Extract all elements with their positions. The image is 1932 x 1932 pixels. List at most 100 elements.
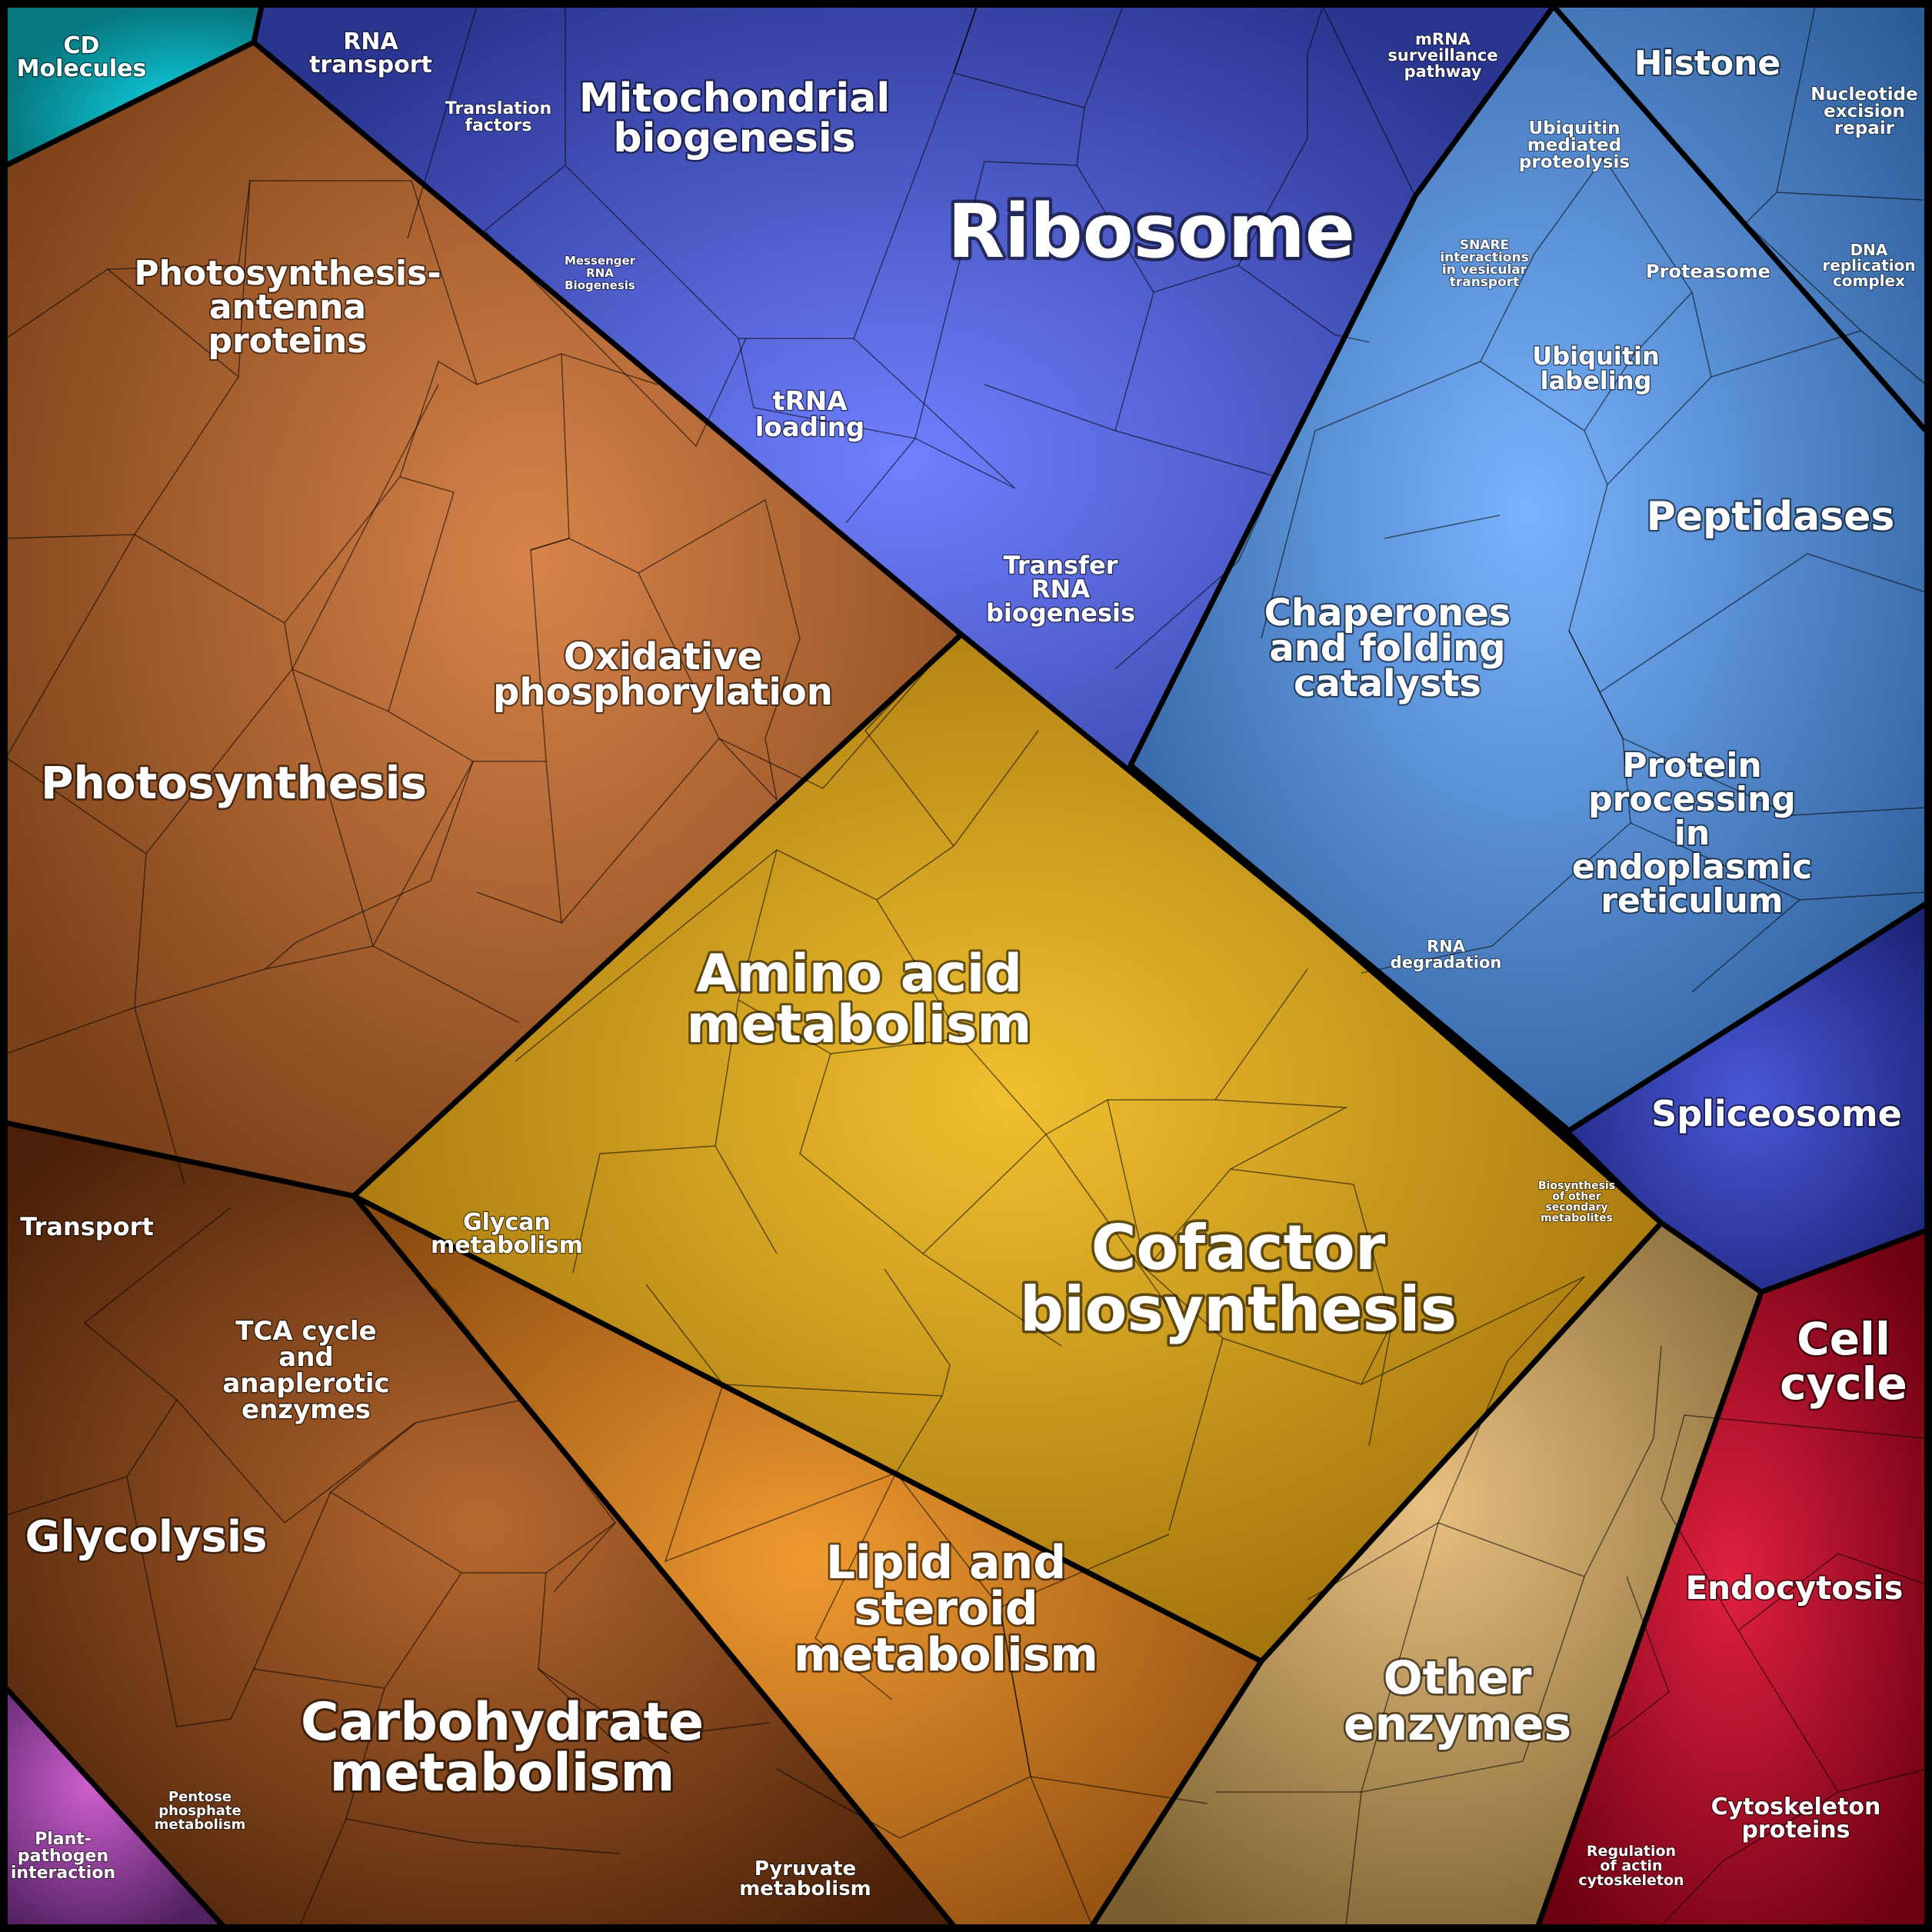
label-spliceosome[interactable]: Spliceosome <box>1650 1091 1904 1135</box>
mrna-surveillance-line-1: mRNA <box>1415 30 1471 48</box>
protein-processing-er-line-5: reticulum <box>1601 881 1783 921</box>
ubiquitin-mediated-proteolysis-line-2: mediated <box>1527 135 1622 155</box>
label-peptidases[interactable]: Peptidases <box>1644 492 1896 542</box>
cd-molecules-line-1: CD <box>64 32 100 59</box>
label-photosynthesis-antenna[interactable]: Photosynthesis-antenna proteins <box>132 252 442 362</box>
label-plant-pathogen[interactable]: Plant-pathogen interaction <box>10 1829 116 1884</box>
endocytosis-line-1: Endocytosis <box>1685 1569 1903 1607</box>
cytoskeleton-proteins-line-2: proteins <box>1741 1817 1850 1844</box>
label-carbohydrate-metabolism[interactable]: Carbohydrate metabolism <box>298 1689 706 1805</box>
spliceosome-line-1: Spliceosome <box>1651 1093 1902 1134</box>
transfer-rna-biogenesis-line-1: Transfer <box>1004 551 1118 580</box>
oxidative-phosphorylation-line-1: Oxidative <box>564 635 762 678</box>
snare-interactions-line-3: in vesicular <box>1442 262 1527 278</box>
dna-replication-complex-line-1: DNA <box>1850 241 1888 259</box>
regulation-actin-line-2: of actin <box>1600 1857 1662 1874</box>
label-dna-replication-complex[interactable]: DNA replication complex <box>1821 240 1916 291</box>
tca-cycle-line-3: anaplerotic <box>222 1368 389 1399</box>
label-other-enzymes[interactable]: Other enzymes <box>1341 1649 1574 1753</box>
label-protein-processing-er[interactable]: Protein processing in endoplasmic reticulum <box>1571 744 1814 922</box>
translation-factors-line-2: factors <box>465 116 531 135</box>
label-ribosome[interactable]: Ribosome <box>944 185 1358 278</box>
biosynthesis-secondary-line-2: of other <box>1552 1191 1601 1203</box>
mrna-surveillance-line-3: pathway <box>1404 62 1482 81</box>
cofactor-biosynthesis-line-1: Cofactor <box>1091 1212 1386 1284</box>
trna-loading-line-1: tRNA <box>772 386 848 417</box>
label-pentose-phosphate[interactable]: Pentose phosphate metabolism <box>154 1788 247 1834</box>
chaperones-line-2: and folding <box>1269 627 1505 670</box>
label-ubiquitin-labeling[interactable]: Ubiquitin labeling <box>1531 341 1661 397</box>
label-cofactor-biosynthesis[interactable]: Cofactor biosynthesis <box>1017 1209 1460 1347</box>
regulation-actin-line-3: cytoskeleton <box>1578 1872 1684 1889</box>
trna-loading-line-2: loading <box>755 412 865 443</box>
label-histone[interactable]: Histone <box>1633 42 1782 85</box>
labels: CD Molecules RNA transport Translation fact… <box>10 27 1919 1901</box>
cytoskeleton-proteins-line-1: Cytoskeleton <box>1711 1794 1881 1820</box>
ubiquitin-labeling-line-1: Ubiquitin <box>1532 341 1660 371</box>
tca-cycle-line-4: enzymes <box>242 1394 371 1425</box>
protein-processing-er-line-4: endoplasmic <box>1572 848 1812 887</box>
other-enzymes-line-2: enzymes <box>1344 1697 1571 1751</box>
dna-replication-complex-line-2: replication <box>1822 256 1915 275</box>
peptidases-line-1: Peptidases <box>1647 494 1895 540</box>
label-mrna-surveillance[interactable]: mRNA surveillance pathway <box>1387 29 1498 82</box>
glycan-metabolism-line-1: Glycan <box>463 1209 551 1236</box>
label-photosynthesis[interactable]: Photosynthesis <box>38 754 428 811</box>
label-trna-loading[interactable]: tRNA loading <box>754 385 866 444</box>
label-oxidative-phosphorylation[interactable]: Oxidative phosphorylation <box>491 634 834 715</box>
nucleotide-excision-repair-line-1: Nucleotide <box>1810 85 1917 105</box>
protein-processing-er-line-3: in <box>1674 814 1710 853</box>
label-mitochondrial-biogenesis[interactable]: Mitochondrial biogenesis <box>577 74 891 164</box>
label-cell-cycle[interactable]: Cell cycle <box>1777 1311 1909 1411</box>
label-messenger-rna-biogenesis[interactable]: Messenger RNA Biogenesis <box>564 253 637 293</box>
chaperones-line-1: Chaperones <box>1264 591 1511 635</box>
label-transport[interactable]: Transport <box>19 1211 155 1243</box>
biosynthesis-secondary-line-3: secondary <box>1545 1201 1607 1214</box>
label-cytoskeleton-proteins[interactable]: Cytoskeleton proteins <box>1710 1792 1882 1844</box>
nucleotide-excision-repair-line-3: repair <box>1834 118 1895 138</box>
label-chaperones[interactable]: Chaperones and folding catalysts <box>1263 590 1513 707</box>
label-ubiquitin-mediated-proteolysis[interactable]: Ubiquitin mediated proteolysis <box>1518 117 1631 172</box>
protein-processing-er-line-1: Protein <box>1622 746 1761 785</box>
label-proteasome[interactable]: Proteasome <box>1645 260 1771 283</box>
label-transfer-rna-biogenesis[interactable]: Transfer RNA biogenesis <box>985 550 1137 629</box>
label-pyruvate-metabolism[interactable]: Pyruvate metabolism <box>738 1856 872 1900</box>
pentose-phosphate-line-1: Pentose <box>168 1789 232 1805</box>
dna-replication-complex-line-3: complex <box>1833 271 1905 290</box>
rna-transport-line-1: RNA <box>343 28 398 55</box>
amino-acid-metabolism-line-1: Amino acid <box>696 944 1022 1004</box>
carbohydrate-metabolism-line-2: metabolism <box>330 1743 675 1804</box>
label-snare-interactions[interactable]: SNARE interactions in vesicular transport <box>1439 237 1529 291</box>
label-cd-molecules[interactable]: CD Molecules <box>15 31 147 83</box>
label-tca-cycle[interactable]: TCA cycle and anaplerotic enzymes <box>222 1314 391 1426</box>
label-lipid-steroid[interactable]: Lipid and steroid metabolism <box>791 1534 1100 1684</box>
other-enzymes-line-1: Other <box>1384 1651 1532 1705</box>
lipid-steroid-line-3: metabolism <box>794 1628 1098 1682</box>
label-biosynthesis-secondary[interactable]: Biosynthesis of other secondary metabolites <box>1537 1179 1616 1225</box>
amino-acid-metabolism-line-2: metabolism <box>687 994 1032 1055</box>
snare-interactions-line-4: transport <box>1450 275 1520 290</box>
ubiquitin-mediated-proteolysis-line-1: Ubiquitin <box>1529 118 1621 138</box>
plant-pathogen-line-3: interaction <box>11 1864 115 1883</box>
label-glycan-metabolism[interactable]: Glycan metabolism <box>430 1208 585 1260</box>
tca-cycle-line-2: and <box>278 1342 334 1373</box>
photosynthesis-antenna-line-3: proteins <box>208 321 368 361</box>
label-rna-transport[interactable]: RNA transport <box>308 27 434 79</box>
label-endocytosis[interactable]: Endocytosis <box>1684 1567 1905 1608</box>
label-nucleotide-excision-repair[interactable]: Nucleotide excision repair <box>1810 83 1919 138</box>
label-amino-acid-metabolism[interactable]: Amino acid metabolism <box>685 941 1034 1057</box>
biosynthesis-secondary-line-4: metabolites <box>1541 1212 1613 1224</box>
photosynthesis-line-1: Photosynthesis <box>41 757 427 809</box>
label-glycolysis[interactable]: Glycolysis <box>23 1511 269 1564</box>
label-regulation-actin[interactable]: Regulation of actin cytoskeleton <box>1577 1842 1684 1890</box>
subcells <box>5 5 1927 1927</box>
label-translation-factors[interactable]: Translation factors <box>445 98 552 136</box>
label-rna-degradation[interactable]: RNA degradation <box>1390 937 1503 973</box>
glycolysis-line-1: Glycolysis <box>25 1512 268 1562</box>
protein-processing-er-line-2: processing <box>1588 780 1796 819</box>
plant-pathogen-line-2: pathogen <box>18 1847 108 1866</box>
oxidative-phosphorylation-line-2: phosphorylation <box>493 671 833 714</box>
transfer-rna-biogenesis-line-3: biogenesis <box>986 598 1135 628</box>
